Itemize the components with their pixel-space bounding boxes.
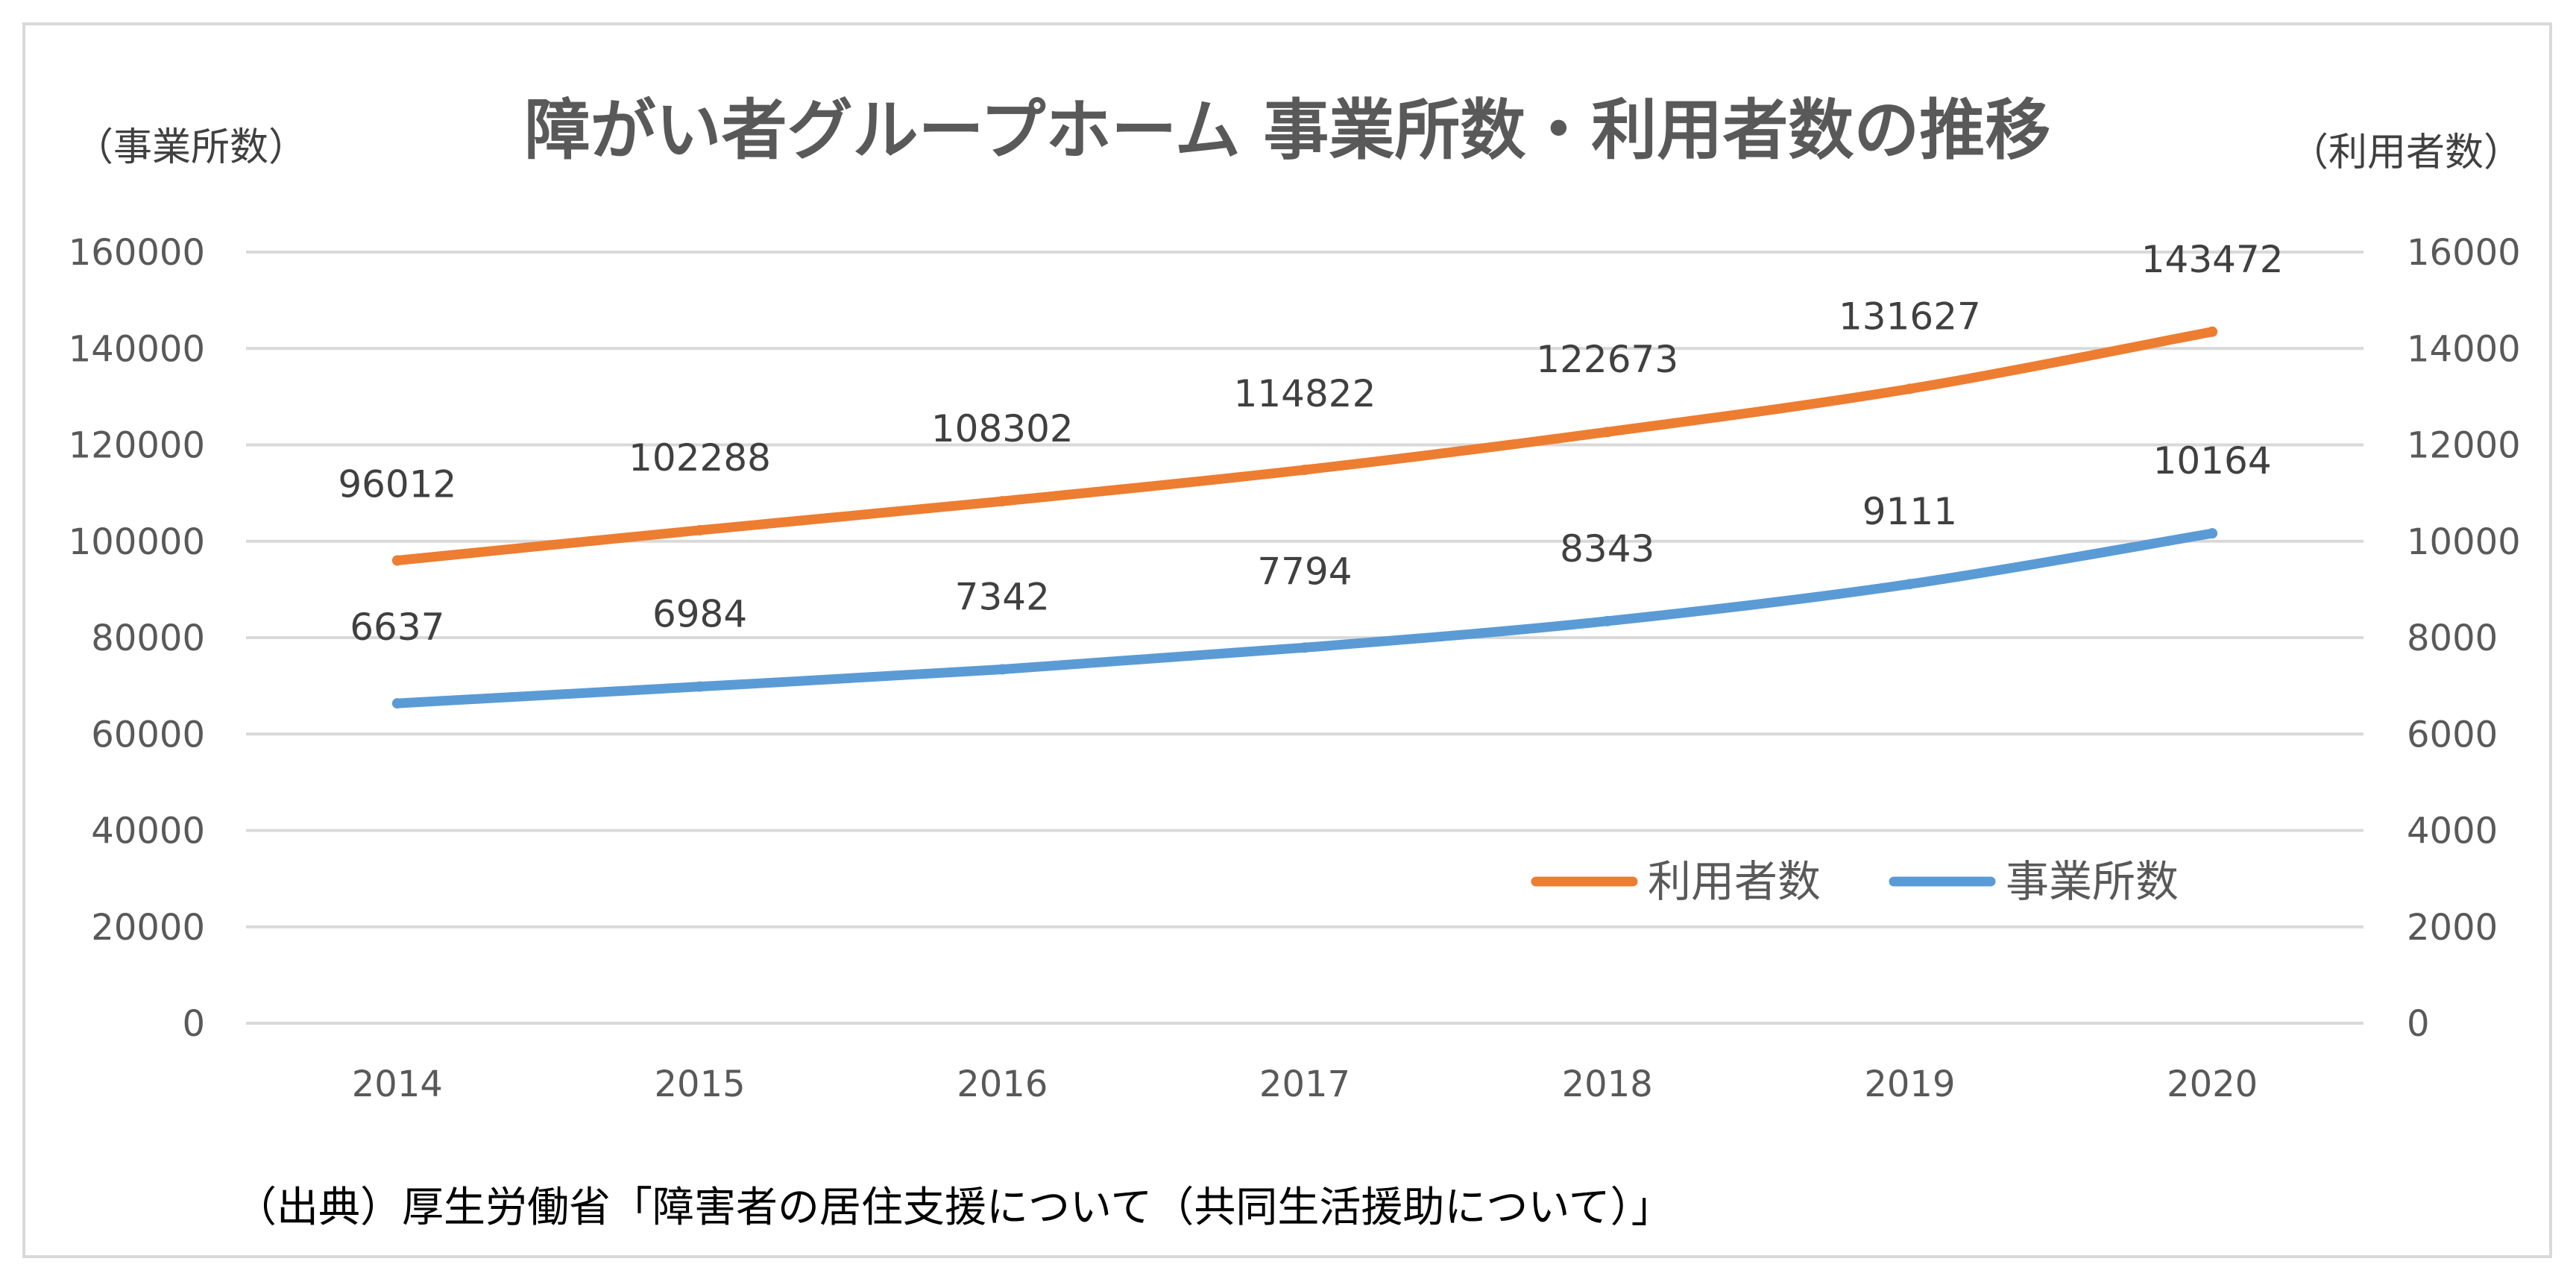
y-left-tick-label: 120000 xyxy=(69,425,205,467)
series-lines xyxy=(391,326,2218,709)
y-right-tick-label: 6000 xyxy=(2407,714,2498,755)
data-point xyxy=(1904,579,1915,590)
y-left-tick-label: 60000 xyxy=(91,714,205,755)
y-right-tick-label: 0 xyxy=(2407,1003,2430,1045)
left-axis-ticks: 0 20000 40000 60000 80000 100000 120000 140000 1… xyxy=(69,232,205,1045)
data-point xyxy=(1300,642,1310,653)
data-point xyxy=(694,681,705,692)
data-point xyxy=(391,555,403,566)
y-right-tick-label: 12000 xyxy=(2407,425,2521,467)
data-label: 7794 xyxy=(1257,550,1352,593)
x-tick-label: 2017 xyxy=(1259,1063,1350,1105)
y-right-tick-label: 14000 xyxy=(2407,328,2521,370)
data-point xyxy=(391,698,403,709)
chart-title: 障がい者グループホーム 事業所数・利用者数の推移 xyxy=(525,92,2051,169)
legend-label: 事業所数 xyxy=(2006,856,2179,907)
x-tick-label: 2014 xyxy=(352,1063,443,1105)
data-label: 102288 xyxy=(629,436,771,480)
data-label: 143472 xyxy=(2141,238,2284,281)
y-left-tick-label: 140000 xyxy=(69,328,205,370)
y-right-tick-label: 8000 xyxy=(2407,618,2498,659)
data-point xyxy=(1300,464,1310,475)
data-point xyxy=(2207,326,2218,337)
data-point xyxy=(694,524,705,535)
y-left-tick-label: 0 xyxy=(182,1003,205,1045)
y-left-tick-label: 100000 xyxy=(69,521,205,563)
left-axis-title: （事業所数） xyxy=(75,125,307,170)
x-axis-ticks: 2014 2015 2016 2017 2018 2019 2020 xyxy=(352,1063,2258,1105)
y-right-tick-label: 2000 xyxy=(2407,907,2498,949)
y-left-tick-label: 160000 xyxy=(69,232,205,274)
x-tick-label: 2016 xyxy=(957,1063,1048,1105)
data-point xyxy=(1602,615,1613,626)
x-tick-label: 2015 xyxy=(654,1063,745,1105)
x-tick-label: 2019 xyxy=(1864,1063,1955,1105)
data-label: 9111 xyxy=(1862,490,1957,533)
y-right-tick-label: 4000 xyxy=(2407,811,2498,852)
y-left-tick-label: 20000 xyxy=(91,907,205,949)
y-right-tick-label: 16000 xyxy=(2407,232,2521,274)
y-left-tick-label: 80000 xyxy=(91,618,205,659)
data-labels: 96012 102288 108302 114822 122673 131627 14347… xyxy=(338,238,2283,649)
data-label: 131627 xyxy=(1839,295,1981,338)
data-label: 96012 xyxy=(338,463,456,506)
source-note: （出典）厚生労働省「障害者の居住支援について（共同生活援助について）」 xyxy=(235,1184,1673,1232)
data-label: 10164 xyxy=(2153,439,2272,483)
chart-frame xyxy=(22,22,2552,1258)
y-left-tick-label: 40000 xyxy=(91,811,205,852)
right-axis-title: （利用者数） xyxy=(2290,131,2522,175)
y-right-tick-label: 10000 xyxy=(2407,521,2521,563)
data-point xyxy=(997,664,1008,675)
gridlines xyxy=(246,251,2364,1025)
data-point xyxy=(1904,383,1915,395)
x-tick-label: 2020 xyxy=(2167,1063,2258,1105)
legend-label: 利用者数 xyxy=(1648,856,1821,907)
data-point xyxy=(2207,528,2218,539)
data-label: 122673 xyxy=(1536,338,1678,381)
x-tick-label: 2018 xyxy=(1562,1063,1653,1105)
data-label: 8343 xyxy=(1560,527,1654,571)
data-point xyxy=(1602,427,1613,438)
legend: 利用者数 事業所数 xyxy=(1531,856,2179,907)
data-label: 7342 xyxy=(955,576,1050,619)
data-label: 108302 xyxy=(931,407,1074,450)
right-axis-ticks: 0 2000 4000 6000 8000 10000 12000 14000 16000 xyxy=(2407,232,2521,1045)
data-label: 6984 xyxy=(652,593,747,636)
data-label: 6637 xyxy=(350,606,444,649)
data-point xyxy=(997,496,1008,507)
data-label: 114822 xyxy=(1234,372,1376,415)
